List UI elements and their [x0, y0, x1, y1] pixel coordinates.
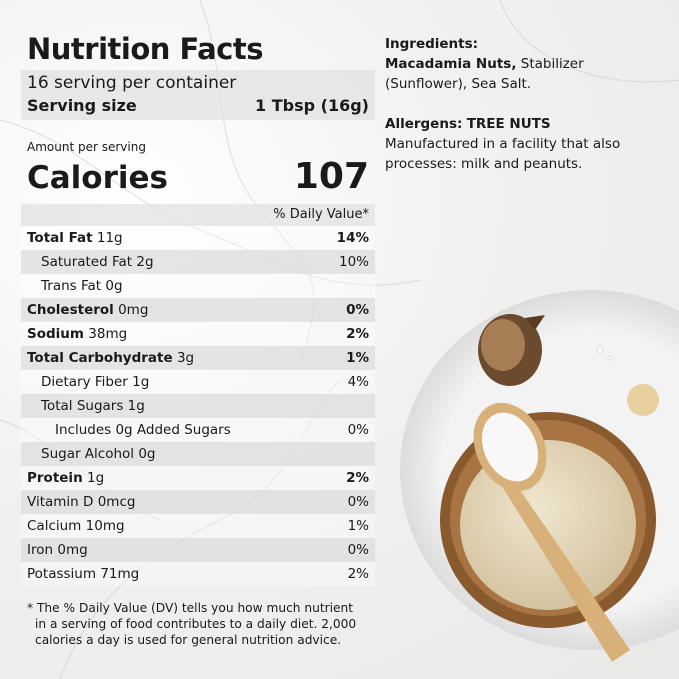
nutrient: Dietary Fiber 1g: [27, 370, 149, 394]
daily-value: 4%: [347, 374, 369, 390]
nutrient-amount: 0g: [105, 278, 123, 294]
nutrient: Potassium 71mg: [27, 562, 139, 586]
daily-value: 1%: [347, 518, 369, 534]
nutrient-name: Iron: [27, 542, 54, 558]
nutrient-row: Total Carbohydrate 3g 1%: [21, 346, 375, 370]
nutrient-row: Total Sugars 1g: [21, 394, 375, 418]
nutrient-name: Dietary Fiber: [41, 374, 128, 390]
nutrient-amount: 0mcg: [97, 494, 136, 510]
nutrient: Total Fat 11g: [27, 226, 123, 250]
nutrient: Includes 0g Added Sugars: [27, 418, 231, 442]
daily-value: 2%: [346, 326, 369, 342]
serving-size-value: 1 Tbsp (16g): [255, 96, 369, 115]
serving-band: 16 serving per container Serving size 1 …: [21, 70, 375, 120]
nutrient: Total Carbohydrate 3g: [27, 346, 194, 370]
nutrient-name: Protein: [27, 470, 83, 486]
nutrient-amount: 38mg: [88, 326, 128, 342]
nutrient: Cholesterol 0mg: [27, 298, 148, 322]
daily-value: 0%: [347, 542, 369, 558]
nutrient-row: Dietary Fiber 1g 4%: [21, 370, 375, 394]
nutrient-name: Vitamin D: [27, 494, 94, 510]
nutrient-row: Includes 0g Added Sugars 0%: [21, 418, 375, 442]
label-title: Nutrition Facts: [27, 32, 263, 66]
calories-value: 107: [293, 156, 369, 197]
daily-value: 10%: [338, 254, 369, 270]
nutrient: Protein 1g: [27, 466, 104, 490]
product-photo: [400, 290, 679, 662]
nutrient: Sugar Alcohol 0g: [27, 442, 156, 466]
nutrient-row: Cholesterol 0mg 0%: [21, 298, 375, 322]
nutrient-amount: 0g: [138, 446, 156, 462]
calories-label: Calories: [27, 160, 168, 196]
daily-value: 0%: [346, 302, 369, 318]
nutrient: Calcium 10mg: [27, 514, 125, 538]
nutrient-name: Total Fat: [27, 230, 93, 246]
nutrition-label: Nutrition Facts 16 serving per container…: [21, 28, 375, 648]
daily-value: 2%: [347, 566, 369, 582]
nutrient-rows: Total Fat 11g 14% Saturated Fat 2g 10% Trans…: [21, 226, 375, 586]
nutrient-row: Saturated Fat 2g 10%: [21, 250, 375, 274]
daily-value: 2%: [346, 470, 369, 486]
daily-value: 0%: [347, 494, 369, 510]
amount-per-serving: Amount per serving: [27, 140, 146, 154]
nutrient-name: Sodium: [27, 326, 84, 342]
nutrient-name: Cholesterol: [27, 302, 114, 318]
ingredients-text: Macadamia Nuts, Stabilizer (Sunflower), …: [385, 54, 670, 94]
daily-value: 14%: [336, 230, 369, 246]
nutrient-row: Total Fat 11g 14%: [21, 226, 375, 250]
nutrient-amount: 10mg: [85, 518, 125, 534]
nutrient-row: Sugar Alcohol 0g: [21, 442, 375, 466]
nutrient-amount: 1g: [132, 374, 150, 390]
servings: 16 serving per container: [27, 73, 237, 93]
nutrient-amount: 2g: [136, 254, 154, 270]
nutrient: Iron 0mg: [27, 538, 88, 562]
nutrient-amount: 71mg: [100, 566, 140, 582]
nutrient: Saturated Fat 2g: [27, 250, 154, 274]
nutrient-name: Includes 0g Added Sugars: [55, 422, 231, 438]
nutrient-name: Potassium: [27, 566, 97, 582]
serving-size-label: Serving size: [27, 96, 137, 115]
ingredients-rest: Stabilizer (Sunflower), Sea Salt.: [385, 56, 584, 92]
calories: Calories 107: [27, 156, 369, 197]
nutrient: Total Sugars 1g: [27, 394, 145, 418]
footnote: * The % Daily Value (DV) tells you how m…: [27, 601, 357, 647]
nutrient-row: Trans Fat 0g: [21, 274, 375, 298]
ingredients-label: Ingredients:: [385, 36, 479, 52]
nutrient-row: Calcium 10mg 1%: [21, 514, 375, 538]
nutrient-row: Vitamin D 0mcg 0%: [21, 490, 375, 514]
daily-value: 0%: [347, 422, 369, 438]
side-info: Ingredients: Macadamia Nuts, Stabilizer …: [385, 34, 670, 174]
nutrient: Vitamin D 0mcg: [27, 490, 135, 514]
allergens-value: TREE NUTS: [466, 116, 551, 132]
nutrient-row: Protein 1g 2%: [21, 466, 375, 490]
nutrient-name: Total Sugars: [41, 398, 124, 414]
ingredients-highlight: Macadamia Nuts,: [385, 56, 517, 72]
nutrient-name: Calcium: [27, 518, 82, 534]
nutrient-amount: 0mg: [118, 302, 149, 318]
nutrient-name: Trans Fat: [41, 278, 102, 294]
allergens-note: Manufactured in a facility that also pro…: [385, 136, 621, 172]
nutrient-amount: 0mg: [57, 542, 88, 558]
daily-value-header: % Daily Value*: [21, 204, 375, 226]
allergens-label: Allergens:: [385, 116, 463, 132]
nutrient-row: Potassium 71mg 2%: [21, 562, 375, 586]
nutrient-amount: 3g: [176, 350, 195, 366]
nutrient: Trans Fat 0g: [27, 274, 123, 298]
nutrient-name: Saturated Fat: [41, 254, 133, 270]
nutrient-name: Total Carbohydrate: [27, 350, 173, 366]
nutrient-row: Iron 0mg 0%: [21, 538, 375, 562]
nutrient-name: Sugar Alcohol: [41, 446, 135, 462]
nutrient-amount: 1g: [86, 470, 105, 486]
nutrient-amount: 11g: [96, 230, 123, 246]
nutrient-amount: 1g: [127, 398, 145, 414]
nutrient-row: Sodium 38mg 2%: [21, 322, 375, 346]
serving-size: Serving size 1 Tbsp (16g): [27, 94, 369, 120]
nutrient: Sodium 38mg: [27, 322, 127, 346]
daily-value: 1%: [346, 350, 369, 366]
